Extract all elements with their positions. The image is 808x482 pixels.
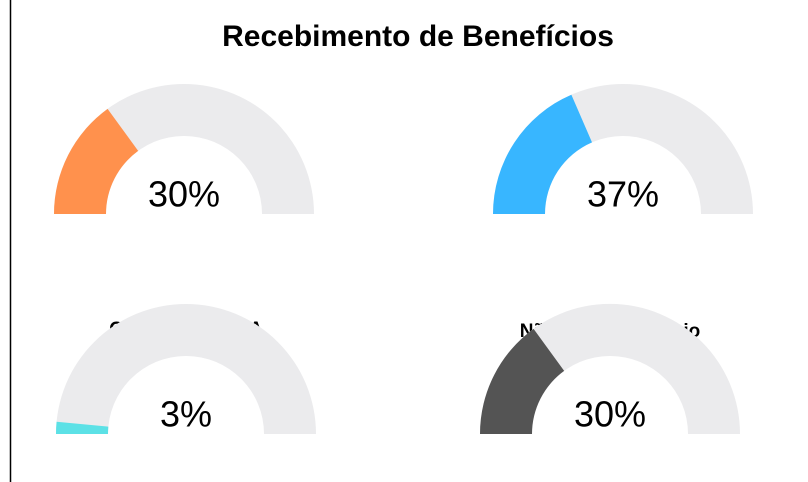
gauge-value-label: 37% (587, 174, 659, 215)
gauge-value-label: 30% (574, 394, 646, 435)
gauge-value (56, 421, 109, 434)
gauge-value (54, 108, 139, 214)
gauge-value-label: 3% (160, 394, 212, 435)
gauge-track (53, 83, 314, 215)
gauge-value-label: 30% (148, 174, 220, 215)
page-title: Recebimento de Benefícios (222, 20, 614, 53)
gauge-value (493, 94, 593, 214)
gauge-track (56, 304, 316, 434)
gauge-value (480, 328, 565, 434)
gauge-track (480, 303, 740, 434)
